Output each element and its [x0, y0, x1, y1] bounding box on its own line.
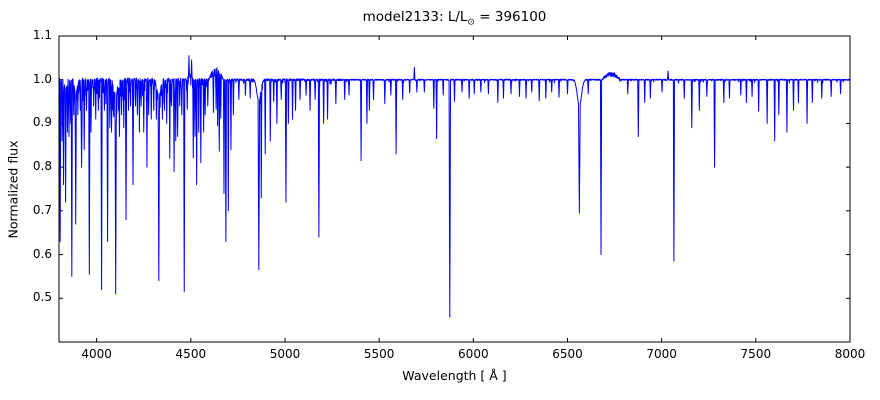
x-tick-label: 5500 [363, 347, 395, 361]
x-tick-label: 4000 [81, 347, 112, 361]
plot-title: model2133: L/L⊙ = 396100 [59, 9, 850, 28]
plot-title-prefix: model2133: L/L [362, 9, 468, 25]
x-axis-label: Wavelength [ Å ] [402, 368, 507, 383]
sun-symbol: ⊙ [467, 17, 475, 28]
y-tick-label: 0.9 [32, 115, 52, 130]
axes-frame [58, 35, 851, 343]
spectrum-line [58, 55, 851, 318]
x-tick-label: 7000 [646, 347, 677, 361]
x-tick-label: 7500 [740, 347, 772, 361]
y-tick-label: 1.0 [32, 71, 52, 86]
x-tick-label: 6500 [552, 347, 583, 361]
y-axis-label: Normalized flux [5, 140, 21, 239]
x-tick-label: 6000 [458, 347, 489, 361]
plot-title-suffix: = 396100 [474, 9, 547, 25]
x-tick-label: 5000 [269, 347, 301, 361]
y-tick-label: 0.8 [32, 159, 52, 174]
x-tick-label: 8000 [834, 347, 866, 361]
x-tick-label: 4500 [175, 347, 207, 361]
y-tick-label: 1.1 [32, 28, 52, 42]
y-tick-label: 0.6 [32, 246, 52, 261]
y-tick-label: 0.5 [32, 290, 52, 305]
y-tick-label: 0.7 [32, 202, 52, 217]
